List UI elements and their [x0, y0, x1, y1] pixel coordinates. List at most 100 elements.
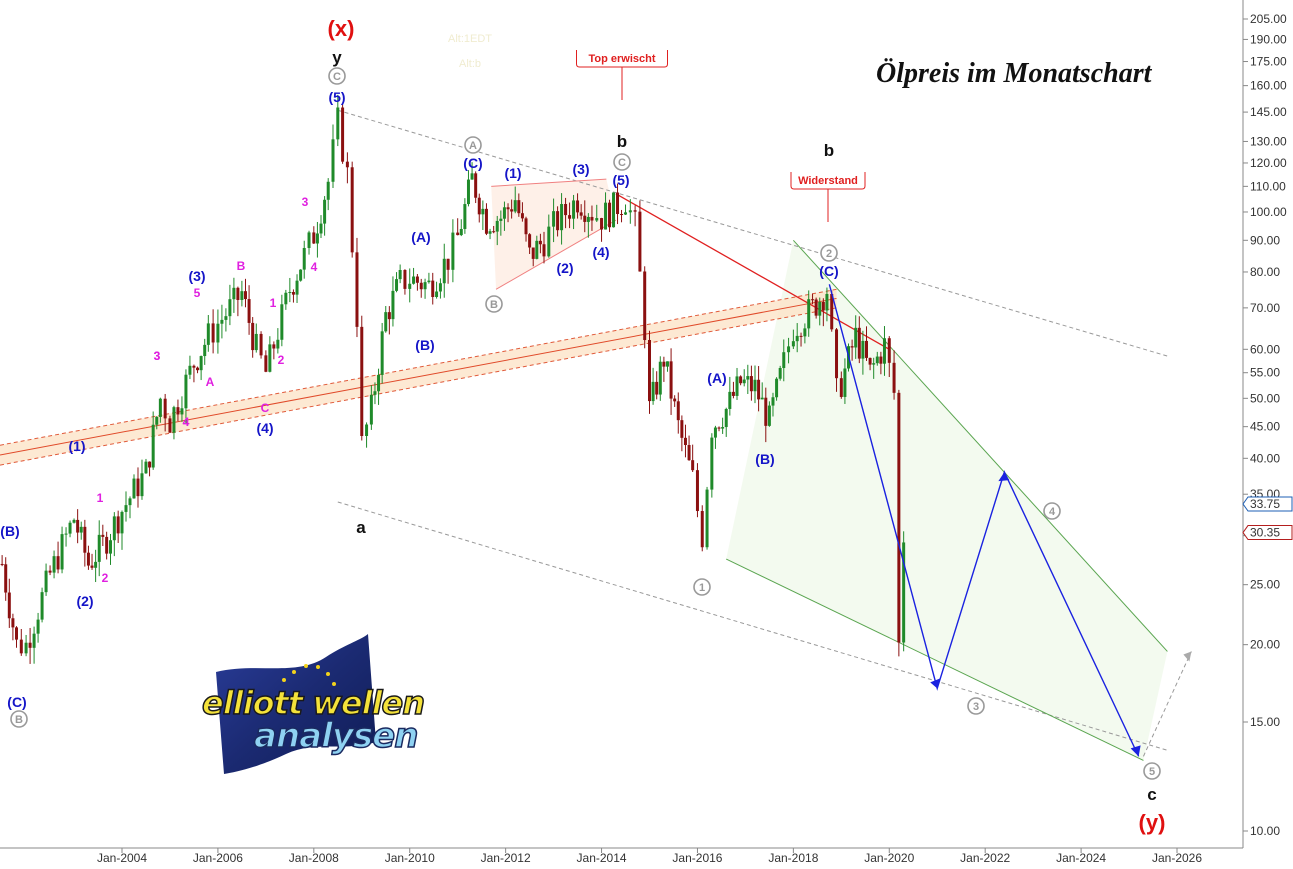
candle-body	[172, 407, 176, 433]
candle-body	[64, 533, 68, 535]
candle-body	[216, 323, 220, 343]
candle-body	[710, 437, 714, 490]
wave-label-circled: B	[15, 714, 23, 726]
candlestick-series	[0, 94, 906, 664]
candle-body	[502, 207, 506, 219]
candle-body	[280, 304, 284, 340]
projection-dashed-arrowhead	[1183, 651, 1192, 662]
x-tick-label: Jan-2022	[960, 851, 1010, 865]
y-tick-label: 100.00	[1250, 205, 1287, 219]
candle-body	[821, 301, 825, 311]
candle-body	[86, 552, 90, 566]
candle-body	[608, 202, 612, 228]
candle-body	[384, 312, 388, 332]
candle-body	[643, 271, 647, 341]
candle-body	[44, 570, 48, 593]
watermark: Alt:1EDT Alt:b	[448, 33, 492, 70]
candle-body	[651, 381, 655, 402]
candle-body	[531, 247, 535, 259]
wave-label-circled: 5	[1149, 766, 1155, 778]
wave-label-blue: (B)	[755, 451, 774, 467]
y-tick-label: 190.00	[1250, 32, 1287, 46]
candle-body	[510, 209, 514, 212]
wave-label-blue: (C)	[819, 263, 838, 279]
candle-body	[564, 204, 568, 216]
candle-body	[369, 394, 373, 425]
wave-label-blue: (A)	[411, 229, 430, 245]
y-tick-label: 160.00	[1250, 79, 1287, 93]
candle-body	[112, 516, 116, 541]
candle-body	[583, 215, 587, 222]
candle-body	[892, 362, 896, 393]
candle-body	[151, 424, 155, 468]
candle-body	[264, 355, 268, 372]
candle-body	[616, 192, 620, 215]
x-tick-label: Jan-2016	[672, 851, 722, 865]
x-tick-label: Jan-2014	[577, 851, 627, 865]
candle-body	[757, 379, 761, 400]
candle-body	[572, 200, 576, 219]
x-tick-label: Jan-2006	[193, 851, 243, 865]
candle-body	[586, 216, 590, 222]
candle-body	[803, 328, 807, 337]
candle-body	[875, 356, 879, 364]
candle-body	[850, 346, 854, 348]
annotation-box: Top erwischt	[576, 50, 668, 100]
candle-body	[168, 418, 172, 433]
wave-label-blue: (1)	[504, 165, 521, 181]
candle-body	[499, 218, 503, 221]
candle-body	[341, 107, 345, 162]
projection-arrowhead	[1130, 745, 1141, 757]
candle-body	[40, 592, 44, 620]
x-tick-label: Jan-2018	[768, 851, 818, 865]
band-bottom-line	[0, 307, 837, 466]
y-tick-label: 60.00	[1250, 342, 1280, 356]
candle-body	[373, 391, 377, 395]
candle-body	[825, 293, 829, 311]
candle-body	[158, 398, 162, 417]
candle-body	[319, 223, 323, 234]
wave-circle-icon	[464, 136, 482, 154]
candle-body	[188, 365, 192, 375]
candle-body	[713, 427, 717, 438]
wave-label-circled: C	[333, 71, 341, 83]
triangle-bottom-line	[495, 219, 617, 290]
candle-body	[120, 511, 124, 534]
candle-body	[196, 367, 200, 371]
candle-body	[76, 519, 80, 533]
candle-body	[97, 534, 101, 562]
candle-body	[612, 192, 616, 228]
wave-label-blue: (2)	[76, 593, 93, 609]
candle-body	[600, 218, 604, 230]
band-mid-line	[0, 297, 837, 456]
candle-body	[897, 392, 901, 643]
candle-body	[94, 561, 98, 568]
candle-body	[419, 282, 423, 290]
candle-body	[484, 208, 488, 234]
wave-label-magenta: B	[237, 259, 246, 273]
candle-body	[771, 397, 775, 406]
y-tick-label: 25.00	[1250, 578, 1280, 592]
candle-body	[746, 376, 750, 380]
trend-lines	[0, 109, 1168, 761]
candle-body	[211, 323, 215, 343]
candle-body	[345, 161, 349, 168]
wave-label-magenta: 2	[102, 571, 109, 585]
candle-body	[818, 301, 822, 316]
candle-body	[299, 269, 303, 281]
y-tick-label: 70.00	[1250, 301, 1280, 315]
candle-body	[882, 338, 886, 364]
candle-body	[728, 391, 732, 409]
candle-body	[155, 416, 159, 425]
candle-body	[395, 279, 399, 291]
candle-body	[391, 290, 395, 320]
candle-body	[232, 287, 236, 300]
candle-body	[254, 333, 258, 351]
wave-label-black: a	[356, 518, 366, 537]
candle-body	[427, 280, 431, 283]
candle-body	[56, 556, 60, 570]
wave-label-red: (y)	[1139, 810, 1166, 835]
y-tick-label: 50.00	[1250, 391, 1280, 405]
candle-body	[717, 427, 721, 429]
wave-label-magenta: 4	[311, 260, 318, 274]
